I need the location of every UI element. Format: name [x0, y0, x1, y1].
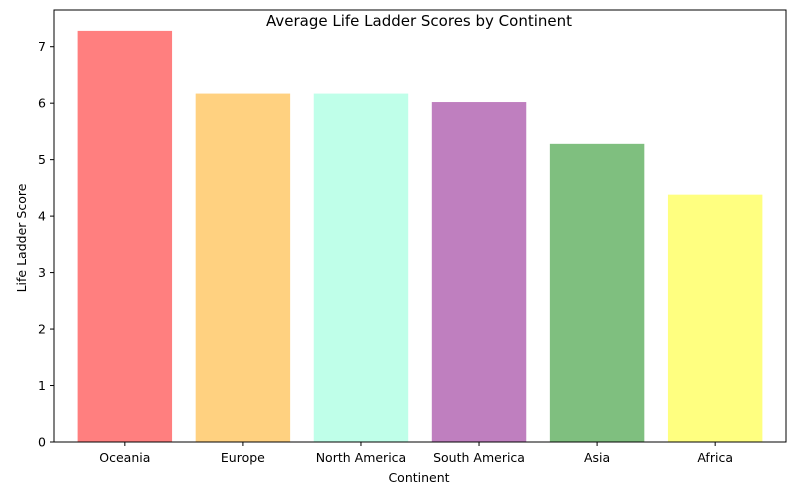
bars-group — [77, 30, 763, 443]
bar-asia — [549, 143, 645, 442]
y-tick-label: 1 — [38, 378, 46, 393]
y-tick-label: 5 — [38, 152, 46, 167]
x-tick-label: Asia — [584, 450, 610, 465]
bar-north-america — [313, 93, 409, 442]
chart-title: Average Life Ladder Scores by Continent — [266, 12, 572, 30]
y-axis-label: Life Ladder Score — [14, 183, 29, 292]
x-tick-label: Oceania — [99, 450, 150, 465]
y-axis-ticks: 0 1 2 3 4 5 6 7 — [38, 39, 54, 450]
bar-europe — [195, 93, 291, 442]
y-tick-label: 4 — [38, 209, 46, 224]
x-tick-label: Africa — [697, 450, 733, 465]
bar-south-america — [431, 102, 527, 442]
x-tick-label: Europe — [221, 450, 265, 465]
x-tick-label: South America — [433, 450, 525, 465]
bar-africa — [667, 194, 763, 442]
y-tick-label: 3 — [38, 265, 46, 280]
y-tick-label: 6 — [38, 96, 46, 111]
x-axis-ticks: Oceania Europe North America South America A… — [99, 442, 733, 465]
x-axis-label: Continent — [388, 470, 449, 485]
y-tick-label: 7 — [38, 39, 46, 54]
y-tick-label: 0 — [38, 435, 46, 450]
plot-frame — [53, 9, 787, 443]
bar-oceania — [77, 30, 173, 443]
y-tick-label: 2 — [38, 322, 46, 337]
x-tick-label: North America — [316, 450, 407, 465]
